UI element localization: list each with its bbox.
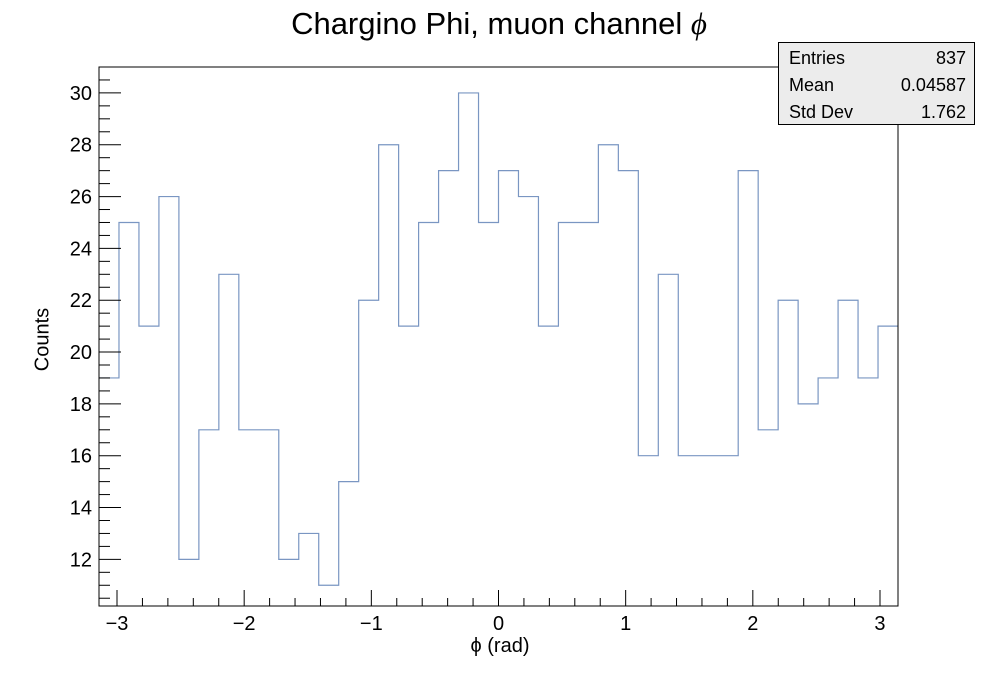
stats-row-stddev: Std Dev 1.762 [789,99,966,125]
stats-box: Entries 837 Mean 0.04587 Std Dev 1.762 [778,42,975,125]
y-tick-label: 30 [70,83,92,105]
y-tick-label: 12 [70,549,92,571]
stats-value: 0.04587 [900,75,966,95]
chart-title-text: Chargino Phi, muon channel [291,6,683,41]
stats-value: 1.762 [920,102,966,122]
stats-label: Mean [789,75,835,95]
x-tick-label: 2 [747,613,758,635]
y-tick-label: 18 [70,394,92,416]
stats-label: Std Dev [789,102,854,122]
stats-label: Entries [789,48,846,68]
stats-row-mean: Mean 0.04587 [789,72,966,98]
x-tick-label: 0 [493,613,504,635]
stats-value: 837 [935,48,966,68]
x-axis-label-text: ϕ (rad) [470,635,530,657]
chart-title-symbol: ϕ [690,6,707,41]
y-tick-label: 22 [70,290,92,312]
chart-title: Chargino Phi, muon channel ϕ [0,4,998,44]
y-tick-label: 24 [70,238,92,260]
x-tick-label: −2 [233,613,256,635]
y-tick-label: 28 [70,135,92,157]
x-tick-label: −3 [106,613,129,635]
y-axis-label: Counts [31,307,54,372]
y-tick-label: 14 [70,498,92,520]
y-tick-label: 16 [70,446,92,468]
x-axis-label: ϕ (rad) [430,635,570,658]
x-tick-label: −1 [360,613,383,635]
y-tick-label: 26 [70,187,92,209]
histogram-line [99,92,898,586]
stats-row-entries: Entries 837 [789,45,966,71]
x-tick-label: 3 [874,613,885,635]
x-tick-label: 1 [620,613,631,635]
y-tick-label: 20 [70,342,92,364]
